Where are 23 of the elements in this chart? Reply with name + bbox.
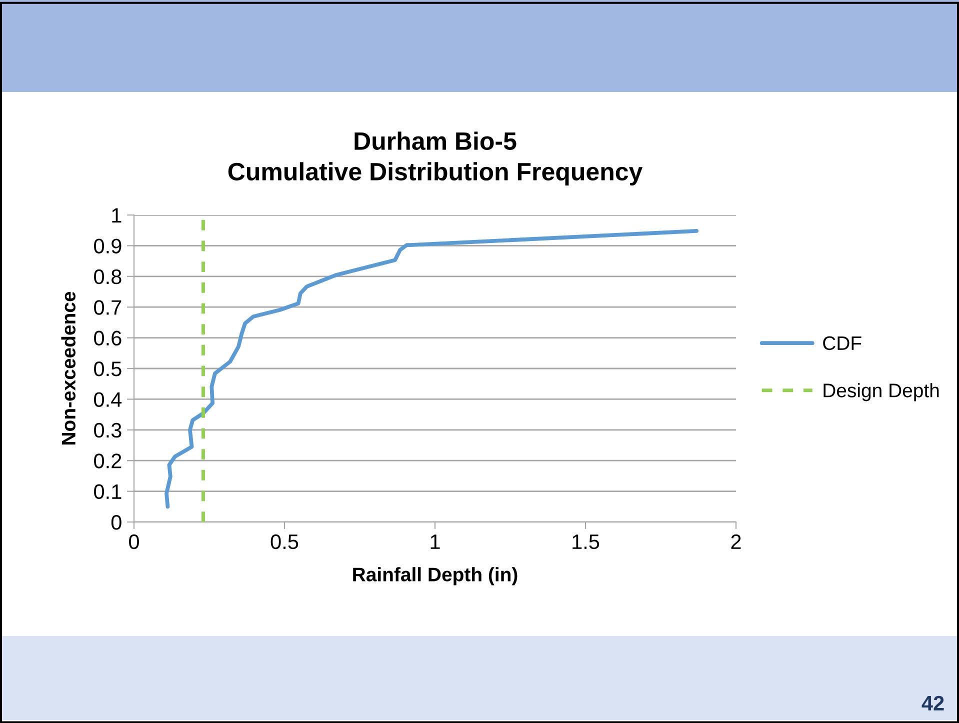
chart-title: Durham Bio-5 Cumulative Distribution Frequency <box>228 132 643 186</box>
y-tick-label: 0.3 <box>94 422 122 438</box>
y-tick-label: 0.6 <box>94 330 122 346</box>
x-tick-label: 0 <box>129 534 139 550</box>
line-series <box>164 229 699 509</box>
x-tick-label: 2 <box>731 534 741 549</box>
x-axis-title: Rainfall Depth (in) <box>353 567 518 586</box>
y-tick-label: 0.9 <box>94 238 122 254</box>
y-axis-title: Non-exceedence <box>61 292 76 444</box>
y-tick-label: 0.8 <box>94 269 122 284</box>
y-tick-label: 0 <box>111 515 122 530</box>
x-tick-label: 0.5 <box>270 534 298 550</box>
y-tick-label: 0.7 <box>94 300 122 315</box>
text: 42 <box>922 696 944 710</box>
legend-label: CDF <box>823 336 862 350</box>
legend-label: Design Depth <box>824 383 939 402</box>
y-tick-label: 1 <box>112 208 122 223</box>
y-tick-label: 0.2 <box>94 454 122 468</box>
y-tick-label: 0.4 <box>94 392 122 407</box>
x-tick-label: 1 <box>430 534 440 549</box>
x-tick-label: 1.5 <box>572 534 600 550</box>
y-tick-label: 0.1 <box>94 484 122 500</box>
y-tick-label: 0.5 <box>94 362 122 376</box>
